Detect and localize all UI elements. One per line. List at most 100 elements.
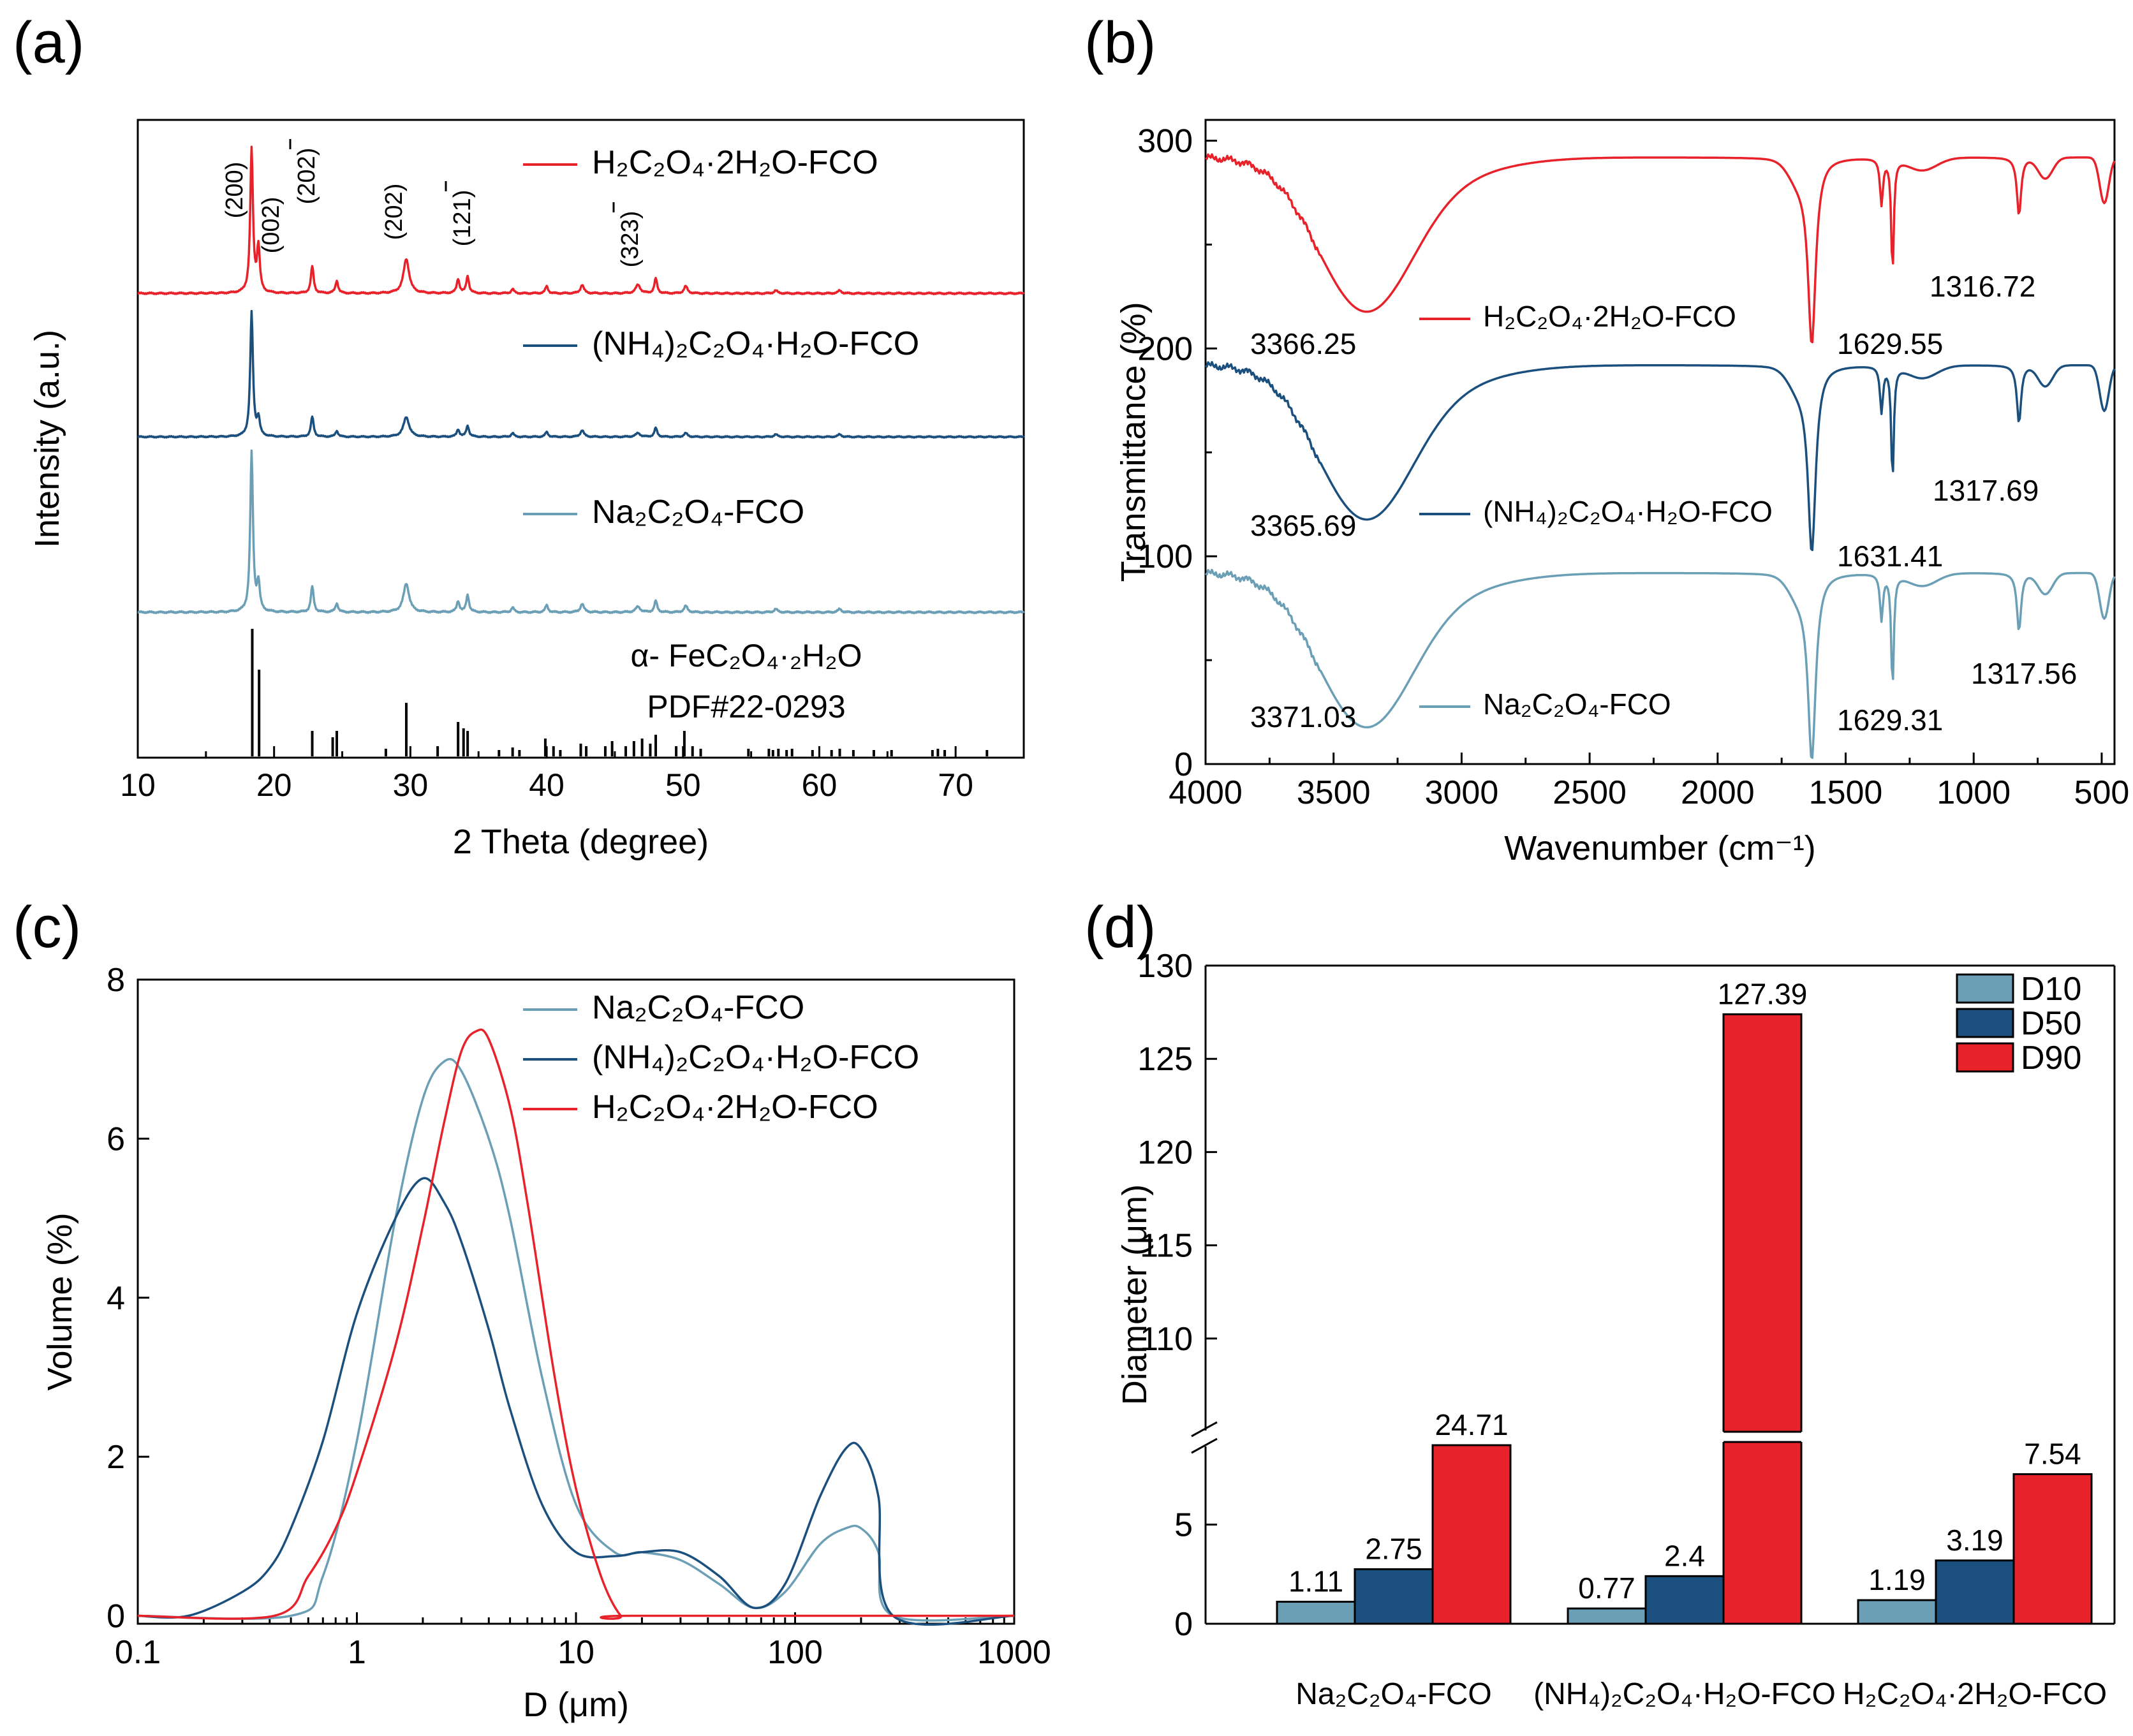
reference-pdf: PDF#22-0293	[647, 689, 845, 725]
y-tick-label: 0	[1174, 1606, 1193, 1643]
x-tick-label: 10	[557, 1634, 594, 1671]
peak-annotation: 1629.55	[1837, 327, 1943, 360]
panel-label-b: (b)	[1084, 10, 1156, 75]
y-axis-title: Diameter (μm)	[1116, 1184, 1154, 1405]
bar-d10	[1567, 1607, 1647, 1625]
ftir-frame	[1204, 119, 2116, 765]
psd-series-1	[137, 1177, 1015, 1626]
peak-label: (202)	[293, 148, 320, 205]
peak-label: (200)	[221, 162, 248, 219]
x-axis-title: D (μm)	[523, 1686, 629, 1724]
panel-label-d: (d)	[1084, 895, 1156, 960]
bar-value-label: 2.4	[1664, 1539, 1705, 1572]
y-tick-label: 200	[1137, 330, 1193, 367]
legend-entry: D90	[2021, 1040, 2081, 1077]
peak-label: (202)	[381, 184, 408, 240]
bar-d90	[1431, 1444, 1512, 1625]
bar-value-label: 1.19	[1868, 1563, 1926, 1596]
bar-d50	[1354, 1568, 1434, 1625]
x-tick-label: 50	[665, 767, 701, 803]
bar-value-label: 24.71	[1435, 1408, 1508, 1441]
bar-d90	[1722, 1013, 1803, 1625]
x-tick-label: 500	[2074, 774, 2130, 811]
peak-annotation: 1631.41	[1837, 540, 1943, 573]
y-tick-label: 125	[1137, 1041, 1193, 1078]
y-tick-label: 2	[107, 1439, 125, 1476]
x-tick-label: 1	[348, 1634, 366, 1671]
y-tick-label: 6	[107, 1121, 125, 1158]
y-axis-title: Transmittance (%)	[1114, 302, 1153, 582]
x-tick-label: 30	[393, 767, 429, 803]
x-tick-label: 1000	[977, 1634, 1051, 1671]
legend-entry: Na₂C₂O₄-FCO	[1483, 688, 1671, 721]
x-tick-label: 20	[256, 767, 292, 803]
peak-annotation: 3366.25	[1250, 327, 1356, 360]
category-label: H₂C₂O₄·2H₂O-FCO	[1843, 1677, 2107, 1711]
bar-value-label: 0.77	[1578, 1571, 1635, 1605]
panel-label-a: (a)	[13, 10, 84, 75]
bar-value-label: 127.39	[1718, 977, 1808, 1010]
y-tick-label: 120	[1137, 1134, 1193, 1171]
peak-annotation: 3371.03	[1250, 700, 1356, 733]
peak-annotation: 1317.69	[1933, 474, 2039, 507]
legend-entry: D10	[2021, 971, 2081, 1008]
psd-series-0	[137, 1057, 1015, 1622]
legend-entry: Na₂C₂O₄-FCO	[592, 494, 804, 531]
bar-d50	[1935, 1559, 2015, 1625]
xrd-series-nh4	[137, 309, 1025, 439]
x-tick-label: 2500	[1553, 774, 1627, 811]
psd-series-2	[137, 1028, 1014, 1620]
y-tick-label: 110	[1140, 1321, 1193, 1358]
bar-d10	[1276, 1600, 1356, 1625]
xrd-series-h2c2o4	[137, 145, 1025, 296]
legend-swatch	[1956, 973, 2014, 1004]
x-tick-label: 3500	[1297, 774, 1371, 811]
peak-annotation: 3365.69	[1250, 509, 1356, 542]
bar-value-label: 2.75	[1365, 1532, 1422, 1565]
y-tick-label: 115	[1140, 1228, 1193, 1265]
axis-break-mark	[1191, 1421, 1218, 1438]
legend-entry: H₂C₂O₄·2H₂O-FCO	[592, 144, 878, 181]
peak-label: (002)	[258, 197, 284, 254]
legend-entry: H₂C₂O₄·2H₂O-FCO	[592, 1089, 878, 1126]
legend-entry: D50	[2021, 1005, 2081, 1042]
x-tick-label: 1000	[1937, 774, 2011, 811]
x-tick-label: 3000	[1425, 774, 1499, 811]
y-tick-label: 8	[107, 962, 125, 999]
x-tick-label: 10	[120, 767, 156, 803]
y-axis-title: Volume (%)	[41, 1212, 79, 1390]
peak-annotation: 1316.72	[1930, 270, 2035, 303]
bar-d10	[1857, 1599, 1937, 1625]
psd-frame	[137, 978, 1015, 1625]
ftir-series-0	[1204, 153, 2116, 344]
x-tick-label: 0.1	[115, 1634, 161, 1671]
category-label: Na₂C₂O₄-FCO	[1295, 1677, 1492, 1711]
bar-d50	[1644, 1575, 1725, 1625]
peak-annotation: 1629.31	[1837, 703, 1943, 737]
y-tick-label: 130	[1137, 948, 1193, 985]
legend-entry: Na₂C₂O₄-FCO	[592, 989, 804, 1026]
reference-title: α- FeC₂O₄·₂H₂O	[630, 638, 862, 673]
peak-annotation: 1317.56	[1971, 657, 2077, 690]
x-tick-label: 60	[802, 767, 838, 803]
peak-label: (121)	[449, 190, 476, 247]
bar-value-label: 3.19	[1946, 1524, 2004, 1557]
category-label: (NH₄)₂C₂O₄·H₂O-FCO	[1533, 1677, 1836, 1711]
legend-entry: (NH₄)₂C₂O₄·H₂O-FCO	[1483, 495, 1773, 528]
x-tick-label: 40	[529, 767, 565, 803]
xrd-series-na	[137, 449, 1025, 615]
y-axis-title: Intensity (a.u.)	[28, 330, 66, 548]
y-tick-label: 0	[107, 1598, 125, 1635]
x-axis-title: 2 Theta (degree)	[453, 823, 709, 861]
bar-value-label: 1.11	[1288, 1564, 1343, 1598]
bar-value-label: 7.54	[2024, 1437, 2081, 1470]
legend-entry: H₂C₂O₄·2H₂O-FCO	[1483, 300, 1736, 333]
x-tick-label: 70	[938, 767, 973, 803]
bar-break-gap	[1721, 1432, 1804, 1442]
y-tick-label: 0	[1174, 746, 1193, 783]
panel-label-c: (c)	[13, 895, 81, 960]
legend-entry: (NH₄)₂C₂O₄·H₂O-FCO	[592, 1039, 919, 1076]
y-tick-label: 300	[1137, 123, 1193, 160]
x-tick-label: 4000	[1169, 774, 1243, 811]
